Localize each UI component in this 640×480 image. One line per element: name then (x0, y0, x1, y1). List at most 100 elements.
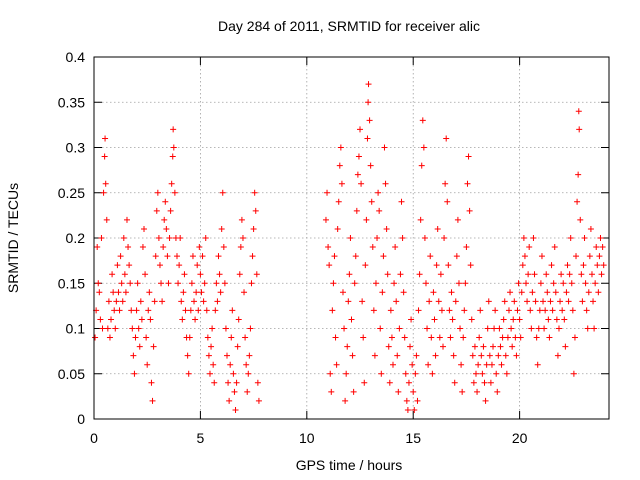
data-point (492, 307, 499, 314)
data-point (527, 307, 534, 314)
data-point (393, 298, 400, 305)
data-point (336, 162, 343, 169)
data-point (168, 180, 175, 187)
data-point (193, 289, 200, 296)
data-point (428, 334, 435, 341)
data-point (219, 189, 226, 196)
data-point (395, 388, 402, 395)
data-point (524, 298, 531, 305)
data-point (187, 307, 194, 314)
data-point (368, 198, 375, 205)
data-point (407, 343, 414, 350)
data-point (575, 108, 582, 115)
data-point (363, 216, 370, 223)
data-point (220, 244, 227, 251)
data-point (518, 289, 525, 296)
data-point (388, 334, 395, 341)
data-point (212, 307, 219, 314)
data-point (584, 325, 591, 332)
data-point (467, 262, 474, 269)
data-point (563, 289, 570, 296)
data-point (583, 307, 590, 314)
data-point (244, 388, 251, 395)
data-point (349, 352, 356, 359)
data-point (202, 235, 209, 241)
data-point (470, 379, 477, 386)
data-point (254, 379, 261, 386)
data-point (508, 325, 515, 332)
data-point (374, 235, 381, 241)
data-point (481, 379, 488, 386)
data-point (565, 298, 572, 305)
data-point (329, 307, 336, 314)
data-point (480, 343, 487, 350)
data-point (482, 397, 489, 404)
data-point (159, 298, 166, 305)
data-point (404, 406, 411, 413)
x-axis-label: GPS time / hours (296, 457, 403, 473)
data-point (409, 361, 416, 368)
data-point (461, 307, 468, 314)
data-point (422, 280, 429, 287)
data-point (350, 388, 357, 395)
data-point (593, 244, 600, 251)
data-point (502, 352, 509, 359)
data-point (449, 316, 456, 323)
data-point (598, 271, 605, 278)
data-point (182, 307, 189, 314)
data-point (499, 334, 506, 341)
data-point (429, 370, 436, 377)
data-point (515, 280, 522, 287)
data-point (512, 334, 519, 341)
data-point (333, 361, 340, 368)
data-point (111, 307, 118, 314)
data-point (165, 280, 172, 287)
data-point (443, 135, 450, 142)
data-point (181, 271, 188, 278)
data-point (469, 352, 476, 359)
data-point (208, 343, 215, 350)
data-point (116, 307, 123, 314)
data-point (236, 271, 243, 278)
data-point (430, 289, 437, 296)
data-point (483, 361, 490, 368)
data-point (464, 180, 471, 187)
data-point (213, 280, 220, 287)
data-point (153, 207, 160, 214)
data-point (394, 352, 401, 359)
data-point (416, 271, 423, 278)
data-point (431, 316, 438, 323)
data-point (189, 253, 196, 260)
data-point (371, 352, 378, 359)
data-point (452, 298, 459, 305)
data-point (112, 325, 119, 332)
y-tick-label: 0.05 (58, 366, 85, 382)
data-point (327, 370, 334, 377)
data-point (454, 216, 461, 223)
data-point (577, 216, 584, 223)
data-point (476, 334, 483, 341)
data-point (592, 280, 599, 287)
data-point (361, 379, 368, 386)
data-point (221, 280, 228, 287)
data-point (186, 334, 193, 341)
data-point (463, 244, 470, 251)
data-point (386, 379, 393, 386)
data-point (198, 289, 205, 296)
data-point (160, 244, 167, 251)
data-point (204, 334, 211, 341)
data-point (247, 325, 254, 332)
data-point (491, 325, 498, 332)
data-point (359, 298, 366, 305)
data-point (441, 235, 448, 241)
data-point (510, 316, 517, 323)
data-point (487, 379, 494, 386)
data-point (498, 361, 505, 368)
data-point (216, 271, 223, 278)
data-point (453, 253, 460, 260)
data-point (366, 117, 373, 124)
data-point (567, 235, 574, 241)
data-point (233, 379, 240, 386)
data-point (544, 289, 551, 296)
data-point (377, 325, 384, 332)
